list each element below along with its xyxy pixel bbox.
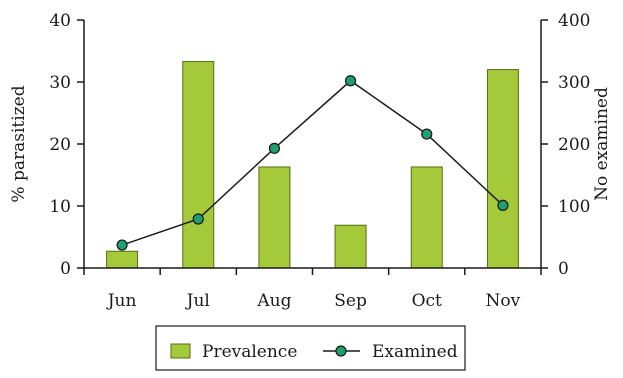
legend-prevalence-label: Prevalence — [202, 342, 297, 362]
y2-tick-label: 100 — [558, 197, 590, 217]
axes-layer — [83, 20, 542, 269]
bar-prevalence-jun — [106, 250, 139, 269]
bar-prevalence-nov — [486, 69, 519, 269]
y-axis-title: % parasitized — [9, 85, 29, 202]
y-tick-label: 20 — [49, 135, 71, 155]
legend: Prevalence Examined — [155, 325, 466, 371]
x-tick-label: Oct — [412, 291, 442, 311]
point-examined-nov — [497, 199, 509, 211]
y-tick-label: 10 — [49, 197, 71, 217]
legend-prevalence-swatch — [170, 343, 191, 359]
line-layer — [116, 75, 509, 251]
y-tick-label: 40 — [49, 11, 71, 31]
bar-prevalence-sep — [334, 224, 367, 269]
y-tick-label: 0 — [60, 259, 71, 279]
legend-examined-marker — [335, 345, 347, 357]
point-examined-sep — [344, 75, 357, 87]
y2-tick-label: 200 — [558, 135, 590, 155]
x-tick-label: Aug — [256, 291, 291, 311]
bar-prevalence-aug — [258, 166, 291, 269]
legend-examined-label: Examined — [372, 342, 458, 362]
y2-tick-label: 400 — [558, 11, 590, 31]
point-examined-jul — [192, 213, 204, 225]
y2-tick-label: 0 — [558, 259, 569, 279]
point-examined-jun — [116, 239, 128, 251]
legend-box — [155, 325, 466, 371]
x-tick-label: Jun — [106, 291, 137, 311]
point-examined-aug — [268, 142, 281, 154]
y-tick-label: 30 — [49, 73, 71, 93]
y2-axis-title: No examined — [592, 87, 612, 201]
bar-prevalence-oct — [410, 166, 443, 269]
x-tick-label: Nov — [486, 291, 521, 311]
examined-line — [121, 79, 504, 246]
y2-tick-label: 300 — [558, 73, 590, 93]
bars-layer — [106, 61, 519, 269]
x-tick-label: Jul — [185, 291, 210, 311]
x-tick-label: Sep — [334, 291, 367, 311]
bar-prevalence-jul — [182, 61, 215, 269]
point-examined-oct — [421, 128, 433, 140]
